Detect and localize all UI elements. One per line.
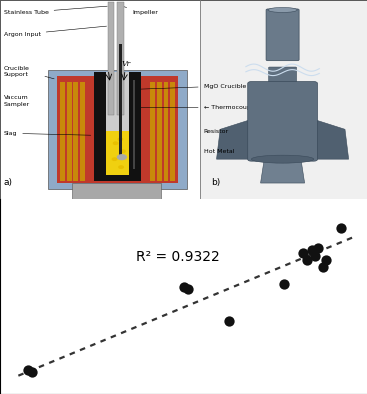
Point — [25, 366, 30, 373]
Bar — [106, 131, 129, 175]
Bar — [80, 82, 85, 181]
Bar — [157, 82, 162, 181]
Polygon shape — [217, 119, 251, 159]
Bar — [129, 72, 141, 181]
Bar — [57, 76, 178, 183]
Circle shape — [112, 158, 117, 160]
Text: Slag: Slag — [4, 131, 91, 136]
Point — [185, 286, 191, 292]
Text: R² = 0.9322: R² = 0.9322 — [136, 251, 219, 264]
Bar — [94, 72, 106, 181]
Text: Vr: Vr — [122, 59, 131, 68]
Bar — [106, 72, 129, 175]
Text: Resistor: Resistor — [204, 129, 229, 134]
Polygon shape — [261, 84, 305, 87]
Circle shape — [121, 150, 125, 152]
Circle shape — [113, 142, 118, 145]
Bar — [117, 2, 124, 115]
FancyBboxPatch shape — [266, 9, 299, 61]
Polygon shape — [314, 119, 349, 159]
Point — [300, 249, 306, 256]
Point — [226, 318, 232, 324]
Text: a): a) — [4, 178, 13, 187]
FancyBboxPatch shape — [269, 67, 297, 84]
Bar — [94, 175, 141, 181]
Bar — [108, 2, 114, 115]
Bar — [60, 82, 65, 181]
Text: Impeller: Impeller — [124, 7, 158, 15]
Bar — [67, 82, 72, 181]
Point — [181, 284, 186, 290]
Bar — [119, 44, 122, 159]
Ellipse shape — [268, 7, 297, 13]
Point — [338, 225, 344, 231]
Bar — [200, 0, 367, 199]
Bar — [133, 80, 135, 169]
Point — [281, 281, 287, 288]
Point — [323, 257, 329, 263]
Text: ← Thermocouple: ← Thermocouple — [136, 105, 256, 110]
Text: MgO Crucible: MgO Crucible — [132, 84, 246, 89]
Bar — [48, 70, 187, 189]
Point — [29, 369, 35, 375]
Point — [312, 253, 317, 260]
Text: Argon Input: Argon Input — [4, 26, 106, 37]
Bar — [164, 82, 168, 181]
Bar — [170, 82, 175, 181]
Text: b): b) — [211, 178, 220, 187]
Bar — [72, 183, 161, 199]
Point — [320, 264, 326, 270]
Bar — [73, 82, 78, 181]
Text: Crucible
Support: Crucible Support — [4, 66, 30, 77]
Text: Vaccum
Sampler: Vaccum Sampler — [4, 95, 30, 107]
Point — [316, 245, 321, 251]
Point — [305, 257, 310, 263]
Text: Stainless Tube: Stainless Tube — [4, 6, 107, 15]
Circle shape — [119, 166, 123, 168]
FancyBboxPatch shape — [248, 82, 317, 161]
Ellipse shape — [251, 155, 314, 163]
Polygon shape — [261, 159, 305, 183]
Text: Hot Metal: Hot Metal — [204, 149, 234, 154]
Point — [309, 247, 315, 253]
Circle shape — [118, 138, 123, 140]
Circle shape — [117, 155, 126, 160]
Bar — [150, 82, 155, 181]
